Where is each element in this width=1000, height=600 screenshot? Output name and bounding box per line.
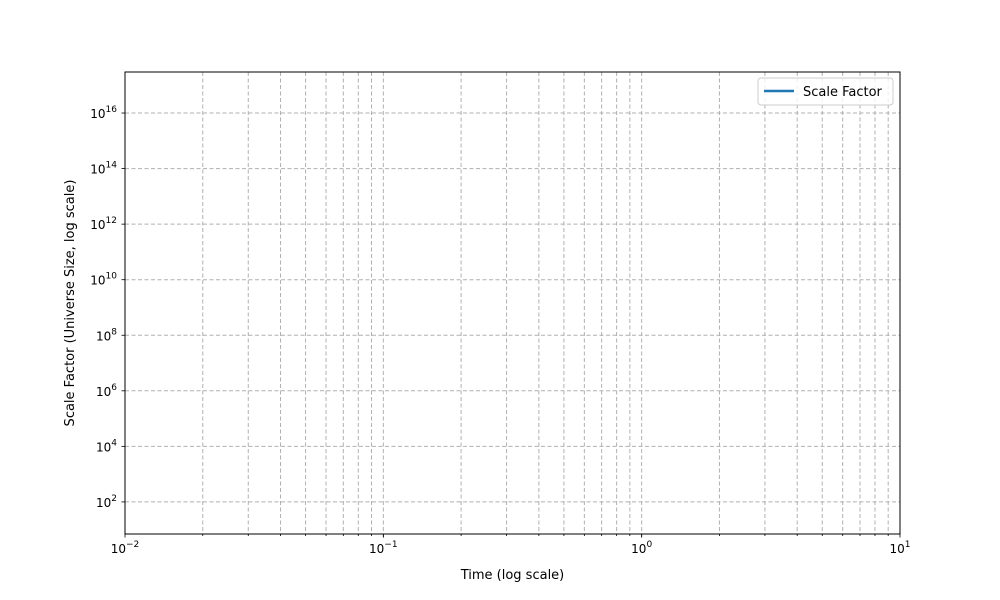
x-tick-label: 10−2 bbox=[111, 540, 140, 556]
plot-frame bbox=[124, 71, 901, 535]
x-tick-label: 100 bbox=[631, 540, 652, 556]
y-tick-label: 106 bbox=[96, 383, 117, 399]
x-tick-label: 10−1 bbox=[369, 540, 398, 556]
legend-label: Scale Factor bbox=[803, 85, 883, 100]
x-tick-label: 101 bbox=[889, 540, 910, 556]
legend-box bbox=[757, 77, 894, 106]
x-axis-label: Time (log scale) bbox=[460, 568, 565, 583]
y-tick-label: 1010 bbox=[90, 272, 117, 288]
y-tick-label: 104 bbox=[96, 438, 117, 454]
y-tick-label: 1012 bbox=[90, 216, 117, 232]
y-axis-label: Scale Factor (Universe Size, log scale) bbox=[63, 180, 78, 427]
y-tick-label: 108 bbox=[96, 327, 117, 343]
ticks: 10−2 10−1 100 101 102 104 106 108 1010 1012 1014 10… bbox=[90, 105, 910, 556]
grid bbox=[125, 72, 900, 534]
legend: Scale Factor bbox=[757, 77, 894, 106]
y-tick-label: 102 bbox=[96, 494, 117, 510]
y-tick-label: 1016 bbox=[90, 105, 117, 121]
y-tick-label: 1014 bbox=[90, 161, 117, 177]
